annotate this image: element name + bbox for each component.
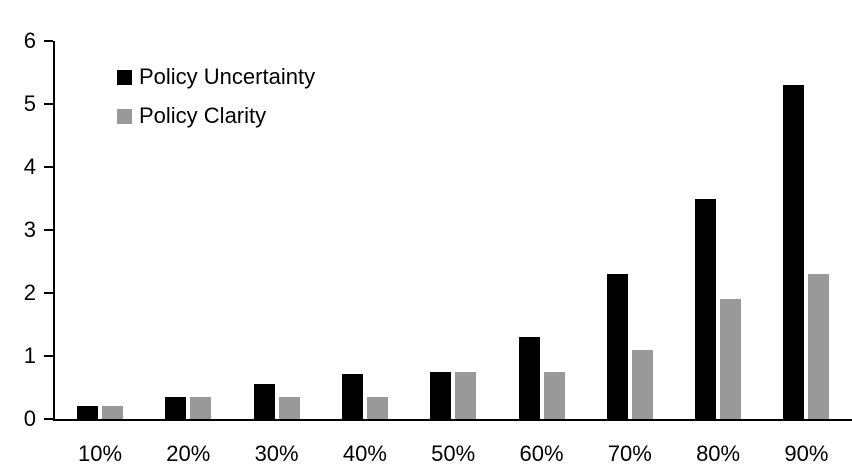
bar-group (518, 41, 565, 419)
legend-label: Policy Uncertainty (139, 64, 316, 89)
plot-area (53, 41, 852, 421)
legend: Policy Uncertainty Policy Clarity (117, 64, 316, 144)
bar-group (341, 41, 388, 419)
bar-group (606, 41, 653, 419)
bar-uncertainty (165, 396, 187, 419)
bar-clarity (543, 371, 565, 419)
y-tick-mark (44, 40, 53, 42)
y-tick-label: 2 (23, 280, 36, 305)
bar-group (783, 41, 830, 419)
x-tick-label: 30% (254, 441, 299, 466)
bar-group (695, 41, 742, 419)
bar-clarity (720, 299, 742, 419)
y-tick-label: 0 (23, 406, 36, 431)
y-tick-label: 4 (23, 154, 36, 179)
bar-clarity (366, 396, 388, 419)
y-tick-label: 1 (23, 343, 36, 368)
legend-label: Policy Clarity (139, 103, 267, 128)
bar-uncertainty (430, 371, 452, 419)
x-tick-label: 80% (696, 441, 741, 466)
y-tick-mark (44, 418, 53, 420)
legend-row: Policy Uncertainty (117, 64, 316, 89)
bar-uncertainty (606, 274, 628, 419)
y-tick-label: 5 (23, 91, 36, 116)
bar-group (253, 41, 300, 419)
x-tick-label: 60% (519, 441, 564, 466)
bar-clarity (190, 396, 212, 419)
y-tick-mark (44, 166, 53, 168)
y-tick-mark (44, 355, 53, 357)
legend-row: Policy Clarity (117, 103, 315, 128)
bar-group (165, 41, 212, 419)
bar-clarity (808, 274, 830, 419)
legend-swatch (117, 69, 132, 85)
x-tick-label: 90% (784, 441, 829, 466)
x-tick-label: 40% (342, 441, 387, 466)
bar-uncertainty (783, 85, 805, 419)
y-tick-mark (44, 103, 53, 105)
bar-uncertainty (253, 384, 275, 419)
y-tick-label: 3 (23, 217, 36, 242)
bar-uncertainty (695, 198, 717, 419)
x-tick-label: 50% (431, 441, 476, 466)
bar-uncertainty (341, 373, 363, 419)
legend-swatch (117, 108, 132, 124)
bar-clarity (455, 371, 477, 419)
x-tick-label: 10% (77, 441, 123, 466)
bar-uncertainty (518, 337, 540, 419)
bar-clarity (102, 406, 123, 419)
y-tick-label: 6 (23, 28, 36, 53)
bar-uncertainty (77, 406, 98, 419)
x-tick-label: 20% (166, 441, 211, 466)
bar-group (77, 41, 123, 419)
x-tick-label: 70% (607, 441, 652, 466)
y-tick-mark (44, 229, 53, 231)
y-tick-mark (44, 292, 53, 294)
bar-group (430, 41, 477, 419)
bar-clarity (278, 396, 300, 419)
bar-clarity (631, 349, 653, 419)
